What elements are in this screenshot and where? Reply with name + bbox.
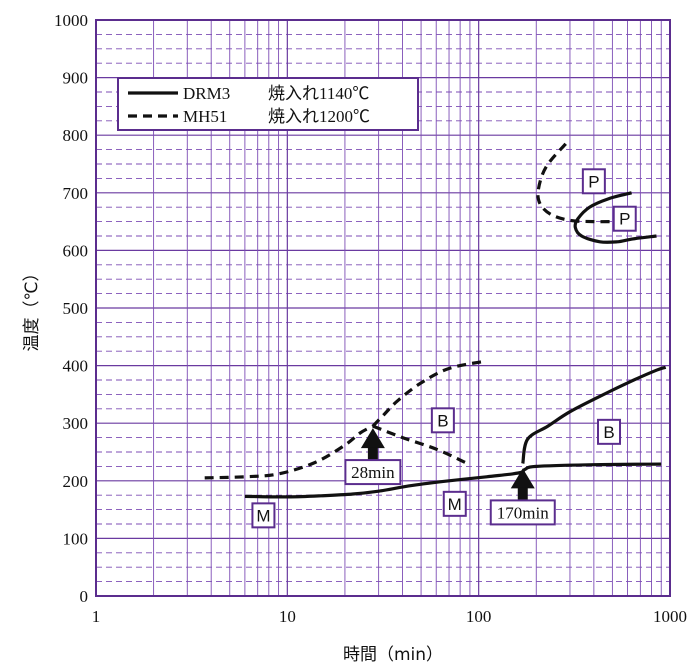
y-tick-label: 800 bbox=[63, 126, 89, 145]
y-tick-label: 0 bbox=[80, 587, 89, 606]
y-tick-label: 500 bbox=[63, 299, 89, 318]
region-label-box bbox=[251, 502, 276, 529]
y-tick-label: 100 bbox=[63, 529, 89, 548]
series-line-drm3-b bbox=[521, 365, 667, 464]
series-line-drm3-p bbox=[573, 191, 657, 244]
y-tick-label: 700 bbox=[63, 184, 89, 203]
annotation-box bbox=[344, 459, 402, 486]
region-label-box bbox=[442, 490, 467, 517]
region-label: B bbox=[437, 411, 448, 430]
region-label: M bbox=[448, 495, 462, 514]
region-label-box bbox=[430, 407, 455, 434]
annotation-box bbox=[489, 499, 556, 526]
series-line-mh51-b-lower bbox=[372, 424, 466, 464]
y-axis-title: 温度（℃） bbox=[22, 264, 42, 351]
region-label-box bbox=[581, 168, 606, 195]
plot-frame bbox=[95, 19, 671, 597]
tick-labels: 0 100 200 300 400 500 600 700 800 900 1000 1 10 100 10… bbox=[54, 11, 687, 626]
x-tick-label: 1 bbox=[92, 607, 101, 626]
series-line-drm3-m bbox=[244, 462, 662, 499]
legend-condition: 焼入れ1200℃ bbox=[268, 107, 370, 126]
y-tick-label: 400 bbox=[63, 357, 89, 376]
legend-box bbox=[117, 77, 419, 131]
arrow-shaft bbox=[517, 487, 528, 501]
legend: DRM3 焼入れ1140℃ MH51 焼入れ1200℃ bbox=[117, 77, 419, 131]
annotations: 28min 170min bbox=[344, 428, 556, 526]
series-line-mh51-m bbox=[204, 424, 374, 480]
y-tick-label: 1000 bbox=[54, 11, 88, 30]
arrow-head bbox=[360, 428, 385, 449]
x-axis-title: 時間（min） bbox=[343, 645, 443, 665]
x-tick-label: 10 bbox=[279, 607, 296, 626]
annotation-label: 28min bbox=[351, 463, 395, 482]
region-label: P bbox=[619, 210, 630, 229]
x-tick-label: 1000 bbox=[653, 607, 687, 626]
arrow-head bbox=[510, 468, 535, 489]
region-label: P bbox=[588, 172, 599, 191]
region-label: B bbox=[603, 423, 614, 442]
x-tick-label: 100 bbox=[466, 607, 492, 626]
y-tick-label: 200 bbox=[63, 472, 89, 491]
region-label-box bbox=[597, 418, 622, 445]
series-line-mh51-p bbox=[536, 142, 616, 224]
y-tick-label: 900 bbox=[63, 69, 89, 88]
y-tick-label: 600 bbox=[63, 241, 89, 260]
region-label-box bbox=[612, 205, 637, 232]
region-label: M bbox=[256, 506, 270, 525]
annotation-label: 170min bbox=[497, 503, 549, 522]
series-line-mh51-b bbox=[371, 359, 487, 428]
curves bbox=[204, 142, 667, 499]
legend-series-name: DRM3 bbox=[183, 84, 230, 103]
arrow-shaft bbox=[367, 447, 378, 461]
region-labels: P P B B M M bbox=[251, 168, 637, 529]
legend-condition: 焼入れ1140℃ bbox=[268, 84, 369, 103]
y-tick-label: 300 bbox=[63, 414, 89, 433]
legend-series-name: MH51 bbox=[183, 107, 227, 126]
